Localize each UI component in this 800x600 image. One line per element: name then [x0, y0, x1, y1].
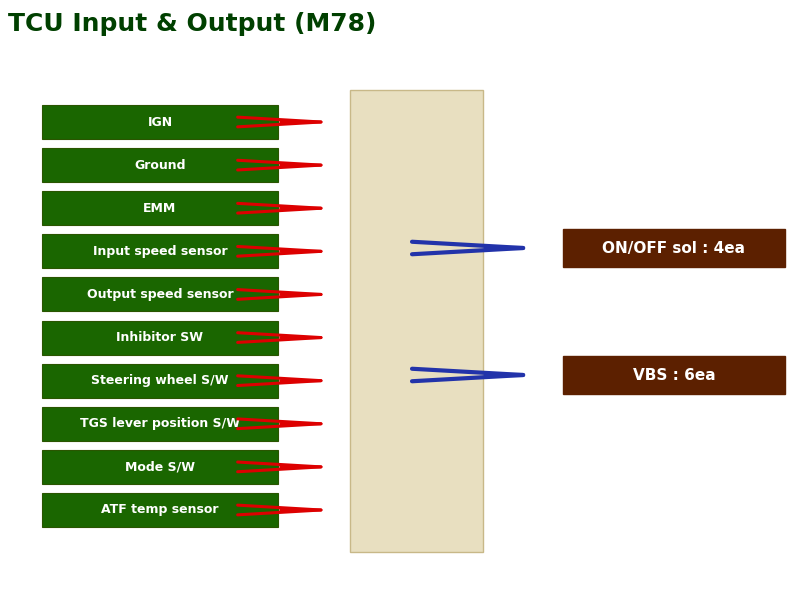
Bar: [42, 320, 278, 355]
Bar: [42, 450, 278, 484]
Bar: [563, 229, 785, 267]
Bar: [42, 277, 278, 311]
Text: EMM: EMM: [143, 202, 177, 215]
Text: Inhibitor SW: Inhibitor SW: [117, 331, 203, 344]
Text: Ground: Ground: [134, 158, 186, 172]
Text: T: T: [405, 200, 428, 238]
Text: ATF temp sensor: ATF temp sensor: [102, 503, 218, 517]
Text: VBS : 6ea: VBS : 6ea: [633, 367, 715, 383]
Text: C: C: [403, 302, 430, 340]
Bar: [42, 407, 278, 441]
Bar: [563, 356, 785, 394]
Bar: [42, 493, 278, 527]
Text: ON/OFF sol : 4ea: ON/OFF sol : 4ea: [602, 241, 746, 256]
Text: IGN: IGN: [147, 115, 173, 128]
Bar: [42, 105, 278, 139]
Bar: [42, 148, 278, 182]
Bar: [42, 191, 278, 225]
Bar: [42, 364, 278, 398]
Text: TGS lever position S/W: TGS lever position S/W: [80, 417, 240, 430]
Text: U: U: [402, 404, 430, 442]
Bar: [42, 235, 278, 268]
Text: Output speed sensor: Output speed sensor: [86, 288, 234, 301]
Text: Steering wheel S/W: Steering wheel S/W: [91, 374, 229, 387]
Bar: [350, 90, 483, 552]
Text: Mode S/W: Mode S/W: [125, 460, 195, 473]
Text: Input speed sensor: Input speed sensor: [93, 245, 227, 258]
Text: TCU Input & Output (M78): TCU Input & Output (M78): [8, 12, 376, 36]
